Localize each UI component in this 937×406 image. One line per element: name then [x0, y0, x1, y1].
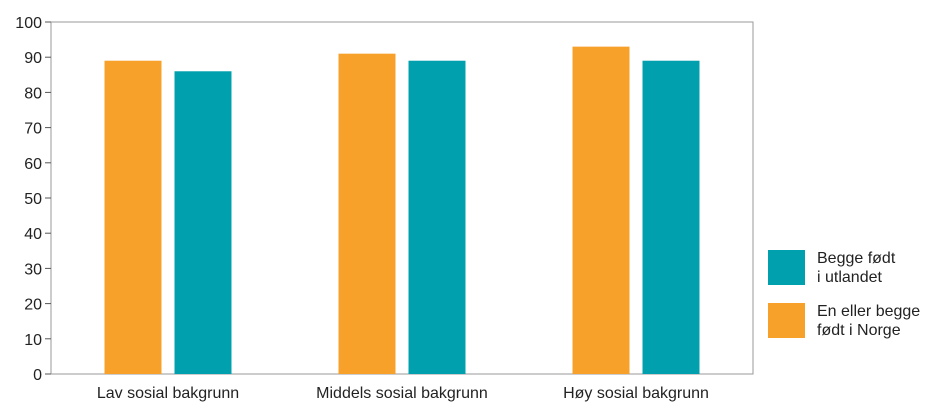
y-tick-label: 50	[24, 191, 42, 208]
y-tick-label: 70	[24, 121, 42, 138]
y-tick-label: 10	[24, 332, 42, 349]
legend-label-line: født i Norge	[817, 322, 901, 339]
y-tick-label: 80	[24, 85, 42, 102]
legend-swatch	[768, 250, 805, 285]
legend: Begge født i utlandet En eller begge født i…	[768, 250, 920, 339]
legend-label: Begge født i utlandet	[817, 250, 896, 286]
bar	[338, 53, 396, 375]
legend-swatch	[768, 303, 805, 338]
y-tick-label: 20	[24, 297, 42, 314]
legend-label-line: i utlandet	[817, 269, 882, 286]
x-category-label: Lav sosial bakgrunn	[97, 385, 239, 402]
y-axis: 0 10 20 30 40 50 60 70 80 90 100	[15, 15, 51, 384]
legend-label: En eller begge født i Norge	[817, 303, 920, 339]
bar	[572, 46, 630, 374]
bar	[104, 60, 162, 374]
bar	[408, 60, 466, 374]
legend-label-line: En eller begge	[817, 303, 920, 320]
y-tick-label: 90	[24, 50, 42, 67]
y-tick-label: 40	[24, 226, 42, 243]
bars	[104, 46, 700, 375]
x-category-label: Middels sosial bakgrunn	[316, 385, 488, 402]
y-tick-label: 30	[24, 261, 42, 278]
x-axis: Lav sosial bakgrunn Middels sosial bakgru…	[97, 385, 709, 402]
y-tick-label: 60	[24, 156, 42, 173]
bar	[174, 71, 232, 374]
y-tick-label: 100	[15, 15, 42, 32]
bar	[642, 60, 700, 374]
legend-label-line: Begge født	[817, 250, 896, 267]
y-tick-label: 0	[33, 367, 42, 384]
x-category-label: Høy sosial bakgrunn	[563, 385, 709, 402]
